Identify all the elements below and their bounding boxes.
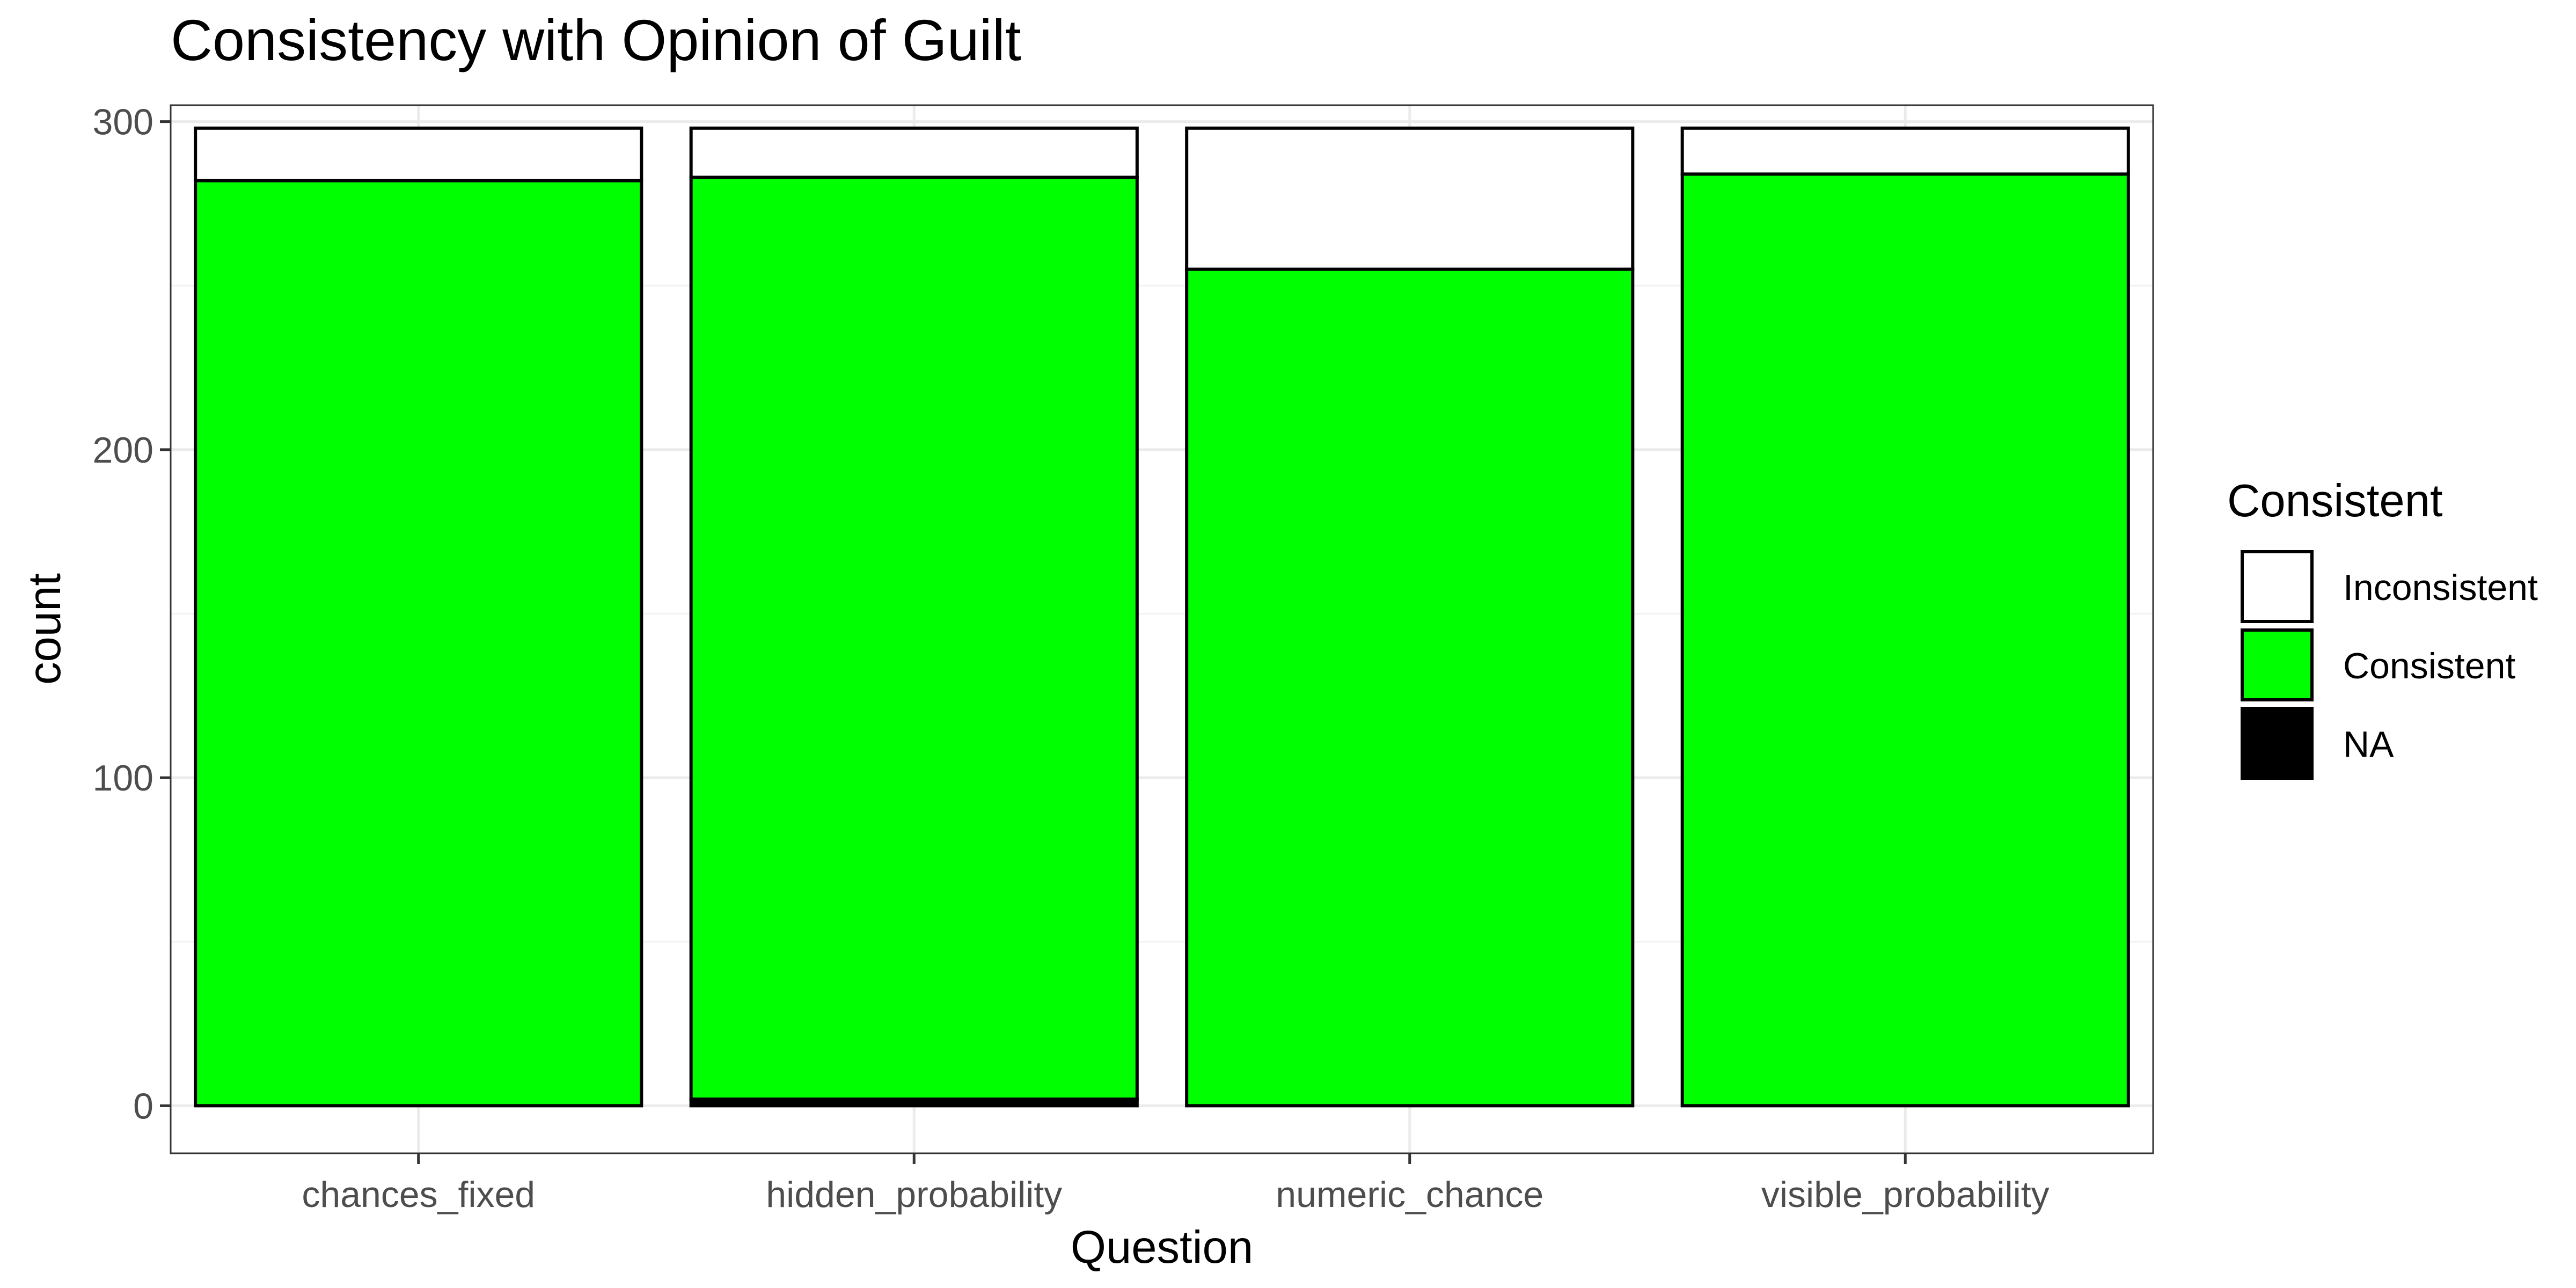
bar-segment-consistent: [1185, 267, 1635, 1108]
y-axis-title: count: [19, 573, 70, 685]
bars: [194, 126, 2130, 1108]
x-tick-label: chances_fixed: [302, 1174, 535, 1215]
legend-key: [2241, 628, 2314, 701]
x-tick-label: hidden_probability: [766, 1174, 1062, 1215]
bar-segment-inconsistent: [689, 126, 1139, 179]
y-axis: 0 100 200 300: [93, 102, 171, 1126]
legend-label: Consistent: [2343, 646, 2515, 686]
y-tick-label: 200: [93, 430, 153, 471]
bar-segment-consistent: [1680, 172, 2130, 1108]
legend: Consistent Inconsistent Consistent NA: [2227, 475, 2538, 780]
y-tick-label: 300: [93, 102, 153, 143]
bar-segment-inconsistent: [1680, 126, 2130, 176]
legend-title: Consistent: [2227, 475, 2443, 526]
legend-key: [2241, 550, 2314, 623]
legend-key: [2241, 707, 2314, 780]
x-tick-label: visible_probability: [1761, 1174, 2050, 1215]
bar-segment-consistent: [194, 179, 643, 1108]
bar-segment-inconsistent: [1185, 126, 1635, 271]
bar-segment-consistent: [689, 175, 1139, 1101]
bar-segment-inconsistent: [194, 126, 643, 182]
x-tick-label: numeric_chance: [1276, 1174, 1543, 1215]
legend-label: NA: [2343, 724, 2394, 765]
plot-border: [170, 104, 2154, 1154]
y-tick-label: 100: [93, 758, 153, 799]
legend-label: Inconsistent: [2343, 567, 2538, 608]
x-axis-title: Question: [1071, 1222, 1253, 1273]
x-axis: chances_fixed hidden_probability numeric_c…: [302, 1153, 2050, 1215]
y-tick-label: 0: [133, 1086, 153, 1126]
chart-title: Consistency with Opinion of Guilt: [171, 8, 1021, 72]
